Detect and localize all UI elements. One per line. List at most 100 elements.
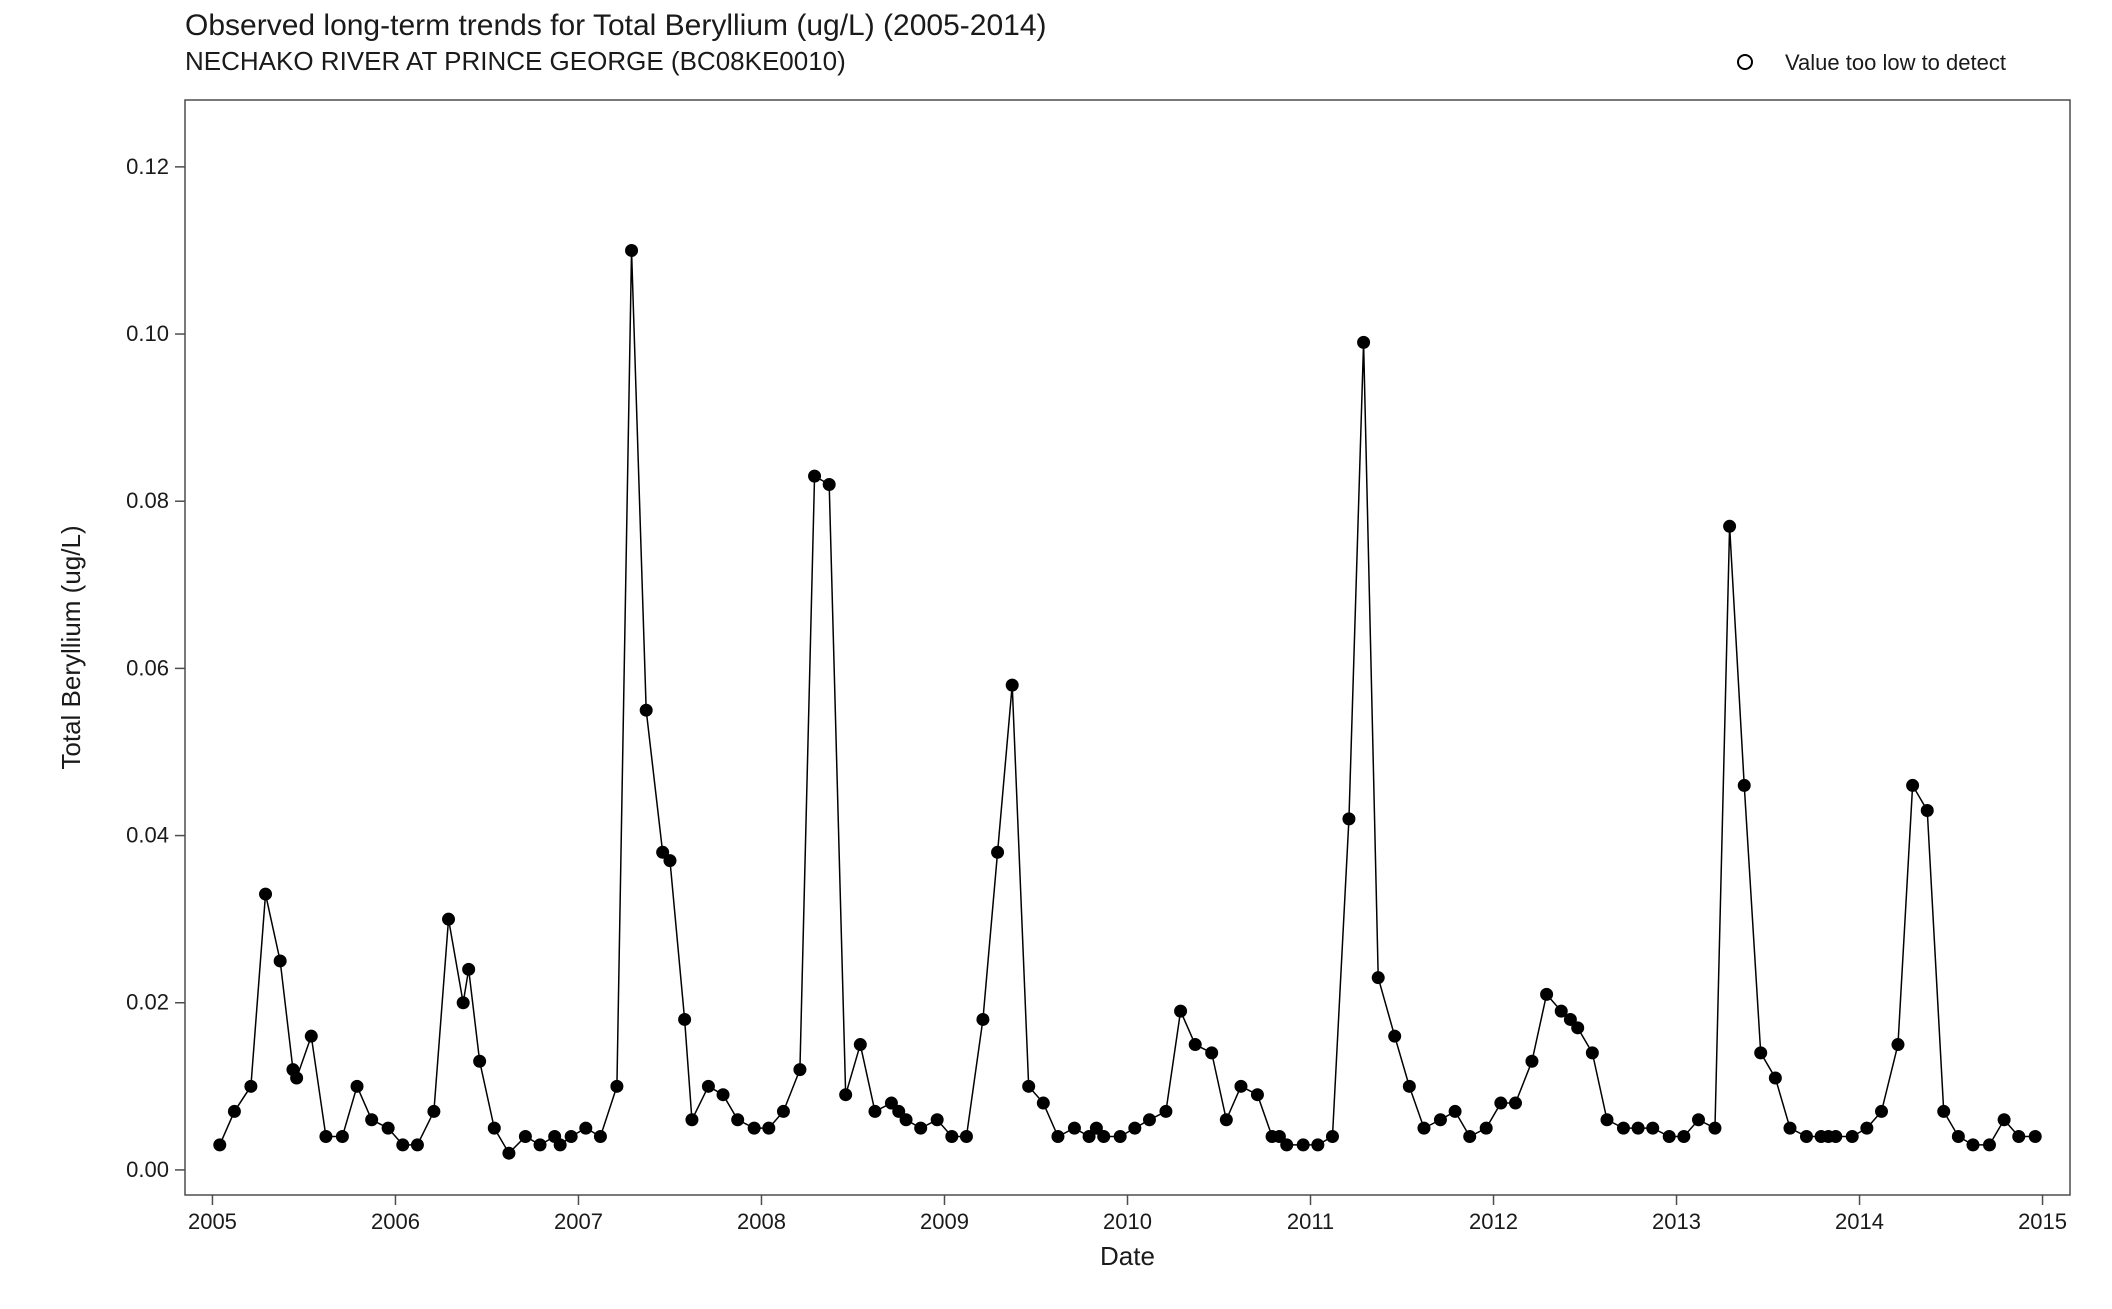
data-point — [594, 1130, 606, 1142]
data-point — [1495, 1097, 1507, 1109]
y-axis-title: Total Beryllium (ug/L) — [56, 525, 86, 769]
data-point — [565, 1130, 577, 1142]
data-point — [1068, 1122, 1080, 1134]
data-point — [1678, 1130, 1690, 1142]
data-point — [777, 1105, 789, 1117]
data-point — [443, 913, 455, 925]
data-point — [1143, 1114, 1155, 1126]
data-point — [748, 1122, 760, 1134]
data-point — [1586, 1047, 1598, 1059]
data-point — [931, 1114, 943, 1126]
data-point — [1967, 1139, 1979, 1151]
data-point — [1160, 1105, 1172, 1117]
data-point — [1830, 1130, 1842, 1142]
data-point — [1389, 1030, 1401, 1042]
data-point — [1892, 1039, 1904, 1051]
data-point — [2013, 1130, 2025, 1142]
data-point — [457, 997, 469, 1009]
x-tick-label: 2008 — [737, 1209, 786, 1234]
data-point — [580, 1122, 592, 1134]
data-point — [1206, 1047, 1218, 1059]
data-point — [1876, 1105, 1888, 1117]
data-point — [823, 479, 835, 491]
data-point — [1572, 1022, 1584, 1034]
data-point — [1846, 1130, 1858, 1142]
data-line — [220, 250, 2035, 1153]
data-point — [915, 1122, 927, 1134]
data-point — [717, 1089, 729, 1101]
data-point — [992, 846, 1004, 858]
data-point — [503, 1147, 515, 1159]
data-point — [686, 1114, 698, 1126]
data-point — [869, 1105, 881, 1117]
data-point — [2029, 1130, 2041, 1142]
data-point — [411, 1139, 423, 1151]
data-point — [382, 1122, 394, 1134]
data-point — [1526, 1055, 1538, 1067]
data-point — [428, 1105, 440, 1117]
data-point — [320, 1130, 332, 1142]
data-point — [519, 1130, 531, 1142]
data-point — [1907, 779, 1919, 791]
data-point — [1952, 1130, 1964, 1142]
data-point — [1343, 813, 1355, 825]
data-point — [1220, 1114, 1232, 1126]
data-point — [702, 1080, 714, 1092]
legend: Value too low to detect — [1738, 50, 2006, 75]
data-point — [260, 888, 272, 900]
data-point — [840, 1089, 852, 1101]
data-point — [640, 704, 652, 716]
data-point — [794, 1064, 806, 1076]
data-point — [1769, 1072, 1781, 1084]
x-tick-label: 2009 — [920, 1209, 969, 1234]
data-point — [1724, 520, 1736, 532]
data-point — [214, 1139, 226, 1151]
x-tick-label: 2010 — [1103, 1209, 1152, 1234]
x-tick-label: 2011 — [1287, 1209, 1334, 1234]
data-point — [1692, 1114, 1704, 1126]
data-point — [1251, 1089, 1263, 1101]
data-point — [1449, 1105, 1461, 1117]
plot-panel — [185, 100, 2070, 1195]
data-point — [664, 855, 676, 867]
data-point — [1755, 1047, 1767, 1059]
chart-container: Observed long-term trends for Total Bery… — [0, 0, 2112, 1309]
data-point — [1998, 1114, 2010, 1126]
data-point — [1663, 1130, 1675, 1142]
data-point — [1509, 1097, 1521, 1109]
data-point — [336, 1130, 348, 1142]
chart-subtitle: NECHAKO RIVER AT PRINCE GEORGE (BC08KE00… — [185, 46, 846, 76]
data-point — [245, 1080, 257, 1092]
data-point — [1297, 1139, 1309, 1151]
data-point — [1632, 1122, 1644, 1134]
y-axis: 0.000.020.040.060.080.100.12 — [126, 154, 185, 1182]
data-point — [679, 1013, 691, 1025]
data-point — [1434, 1114, 1446, 1126]
data-point — [291, 1072, 303, 1084]
x-tick-label: 2005 — [188, 1209, 237, 1234]
data-point — [1281, 1139, 1293, 1151]
data-point — [1189, 1039, 1201, 1051]
y-tick-label: 0.10 — [126, 321, 169, 346]
data-point — [809, 470, 821, 482]
data-point — [534, 1139, 546, 1151]
data-point — [1601, 1114, 1613, 1126]
data-point — [1738, 779, 1750, 791]
data-point — [1006, 679, 1018, 691]
x-axis-title: Date — [1100, 1241, 1155, 1271]
data-point — [1403, 1080, 1415, 1092]
data-point — [1037, 1097, 1049, 1109]
data-point — [1709, 1122, 1721, 1134]
data-point — [854, 1039, 866, 1051]
data-point — [977, 1013, 989, 1025]
data-point — [626, 244, 638, 256]
data-point — [305, 1030, 317, 1042]
chart-title: Observed long-term trends for Total Bery… — [185, 9, 1047, 42]
data-point — [488, 1122, 500, 1134]
data-point — [1418, 1122, 1430, 1134]
data-point — [1023, 1080, 1035, 1092]
data-point — [1800, 1130, 1812, 1142]
data-point — [900, 1114, 912, 1126]
y-tick-label: 0.02 — [126, 990, 169, 1015]
data-point — [763, 1122, 775, 1134]
